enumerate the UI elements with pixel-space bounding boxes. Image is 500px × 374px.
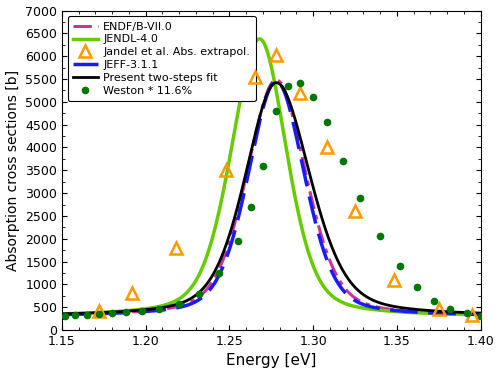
- Weston * 11.6%: [448, 306, 454, 311]
- Weston * 11.6%: [414, 284, 420, 289]
- ENDF/B-VII.0: [466, 312, 471, 316]
- JEFF-3.1.1: [262, 97, 268, 102]
- ENDF/B-VII.0: [262, 95, 268, 99]
- JENDL-4.0: [59, 312, 65, 316]
- Line: Jandel et al. Abs. extrapol.: Jandel et al. Abs. extrapol.: [94, 50, 478, 321]
- Jandel et al. Abs. extrapol.: [96, 309, 102, 313]
- Jandel et al. Abs. extrapol.: [274, 53, 280, 58]
- Jandel et al. Abs. extrapol.: [352, 209, 358, 214]
- Weston * 11.6%: [109, 311, 115, 315]
- JEFF-3.1.1: [252, 143, 258, 147]
- Weston * 11.6%: [464, 311, 470, 315]
- JENDL-4.0: [252, 42, 258, 46]
- Weston * 11.6%: [156, 307, 162, 312]
- JENDL-4.0: [256, 37, 262, 41]
- JENDL-4.0: [262, 45, 268, 49]
- JEFF-3.1.1: [59, 312, 65, 317]
- Jandel et al. Abs. extrapol.: [173, 246, 179, 250]
- Y-axis label: Absorption cross sections [b]: Absorption cross sections [b]: [6, 70, 20, 271]
- Weston * 11.6%: [235, 239, 241, 243]
- Present two-steps fit: [466, 310, 471, 315]
- Weston * 11.6%: [274, 109, 280, 113]
- ENDF/B-VII.0: [466, 312, 471, 316]
- Present two-steps fit: [274, 80, 280, 85]
- Weston * 11.6%: [248, 205, 254, 209]
- Weston * 11.6%: [84, 312, 90, 317]
- Present two-steps fit: [389, 304, 395, 308]
- Jandel et al. Abs. extrapol.: [223, 168, 229, 172]
- Weston * 11.6%: [478, 314, 484, 318]
- JEFF-3.1.1: [466, 312, 471, 316]
- ENDF/B-VII.0: [59, 312, 65, 317]
- Jandel et al. Abs. extrapol.: [469, 313, 475, 318]
- Weston * 11.6%: [176, 302, 182, 307]
- JEFF-3.1.1: [80, 312, 86, 316]
- ENDF/B-VII.0: [252, 137, 258, 141]
- Jandel et al. Abs. extrapol.: [252, 74, 258, 79]
- Jandel et al. Abs. extrapol.: [390, 278, 396, 282]
- JENDL-4.0: [389, 309, 395, 313]
- Weston * 11.6%: [324, 120, 330, 125]
- Weston * 11.6%: [122, 310, 128, 315]
- ENDF/B-VII.0: [273, 78, 279, 82]
- Weston * 11.6%: [96, 311, 102, 316]
- Weston * 11.6%: [296, 80, 302, 85]
- Present two-steps fit: [80, 311, 86, 316]
- Present two-steps fit: [478, 311, 484, 315]
- ENDF/B-VII.0: [478, 312, 484, 316]
- JENDL-4.0: [478, 312, 484, 317]
- JENDL-4.0: [466, 312, 471, 317]
- JENDL-4.0: [80, 311, 86, 315]
- Weston * 11.6%: [196, 291, 202, 296]
- JEFF-3.1.1: [478, 312, 484, 317]
- JENDL-4.0: [466, 312, 471, 317]
- ENDF/B-VII.0: [389, 307, 395, 312]
- Weston * 11.6%: [285, 84, 291, 88]
- Line: JENDL-4.0: JENDL-4.0: [62, 39, 480, 315]
- Weston * 11.6%: [310, 95, 316, 99]
- Weston * 11.6%: [430, 298, 436, 303]
- Line: Weston * 11.6%: Weston * 11.6%: [62, 80, 484, 319]
- Weston * 11.6%: [357, 196, 363, 200]
- X-axis label: Energy [eV]: Energy [eV]: [226, 353, 316, 368]
- Present two-steps fit: [252, 135, 258, 140]
- Jandel et al. Abs. extrapol.: [296, 91, 302, 95]
- Line: ENDF/B-VII.0: ENDF/B-VII.0: [62, 80, 480, 315]
- Jandel et al. Abs. extrapol.: [436, 306, 442, 311]
- Legend: ENDF/B-VII.0, JENDL-4.0, Jandel et al. Abs. extrapol., JEFF-3.1.1, Present two-s: ENDF/B-VII.0, JENDL-4.0, Jandel et al. A…: [68, 16, 256, 101]
- Weston * 11.6%: [62, 314, 68, 318]
- Weston * 11.6%: [340, 159, 346, 163]
- Line: Present two-steps fit: Present two-steps fit: [62, 83, 480, 314]
- ENDF/B-VII.0: [80, 312, 86, 316]
- Present two-steps fit: [262, 96, 268, 100]
- Jandel et al. Abs. extrapol.: [130, 290, 136, 295]
- Weston * 11.6%: [140, 309, 145, 313]
- Weston * 11.6%: [377, 234, 383, 239]
- Line: JEFF-3.1.1: JEFF-3.1.1: [62, 81, 480, 315]
- Present two-steps fit: [59, 312, 65, 316]
- JEFF-3.1.1: [466, 312, 471, 316]
- Jandel et al. Abs. extrapol.: [324, 145, 330, 150]
- Weston * 11.6%: [260, 163, 266, 168]
- Present two-steps fit: [466, 310, 471, 315]
- Weston * 11.6%: [397, 264, 403, 269]
- JEFF-3.1.1: [273, 79, 279, 83]
- Weston * 11.6%: [216, 271, 222, 275]
- JEFF-3.1.1: [389, 308, 395, 312]
- Weston * 11.6%: [72, 313, 78, 317]
